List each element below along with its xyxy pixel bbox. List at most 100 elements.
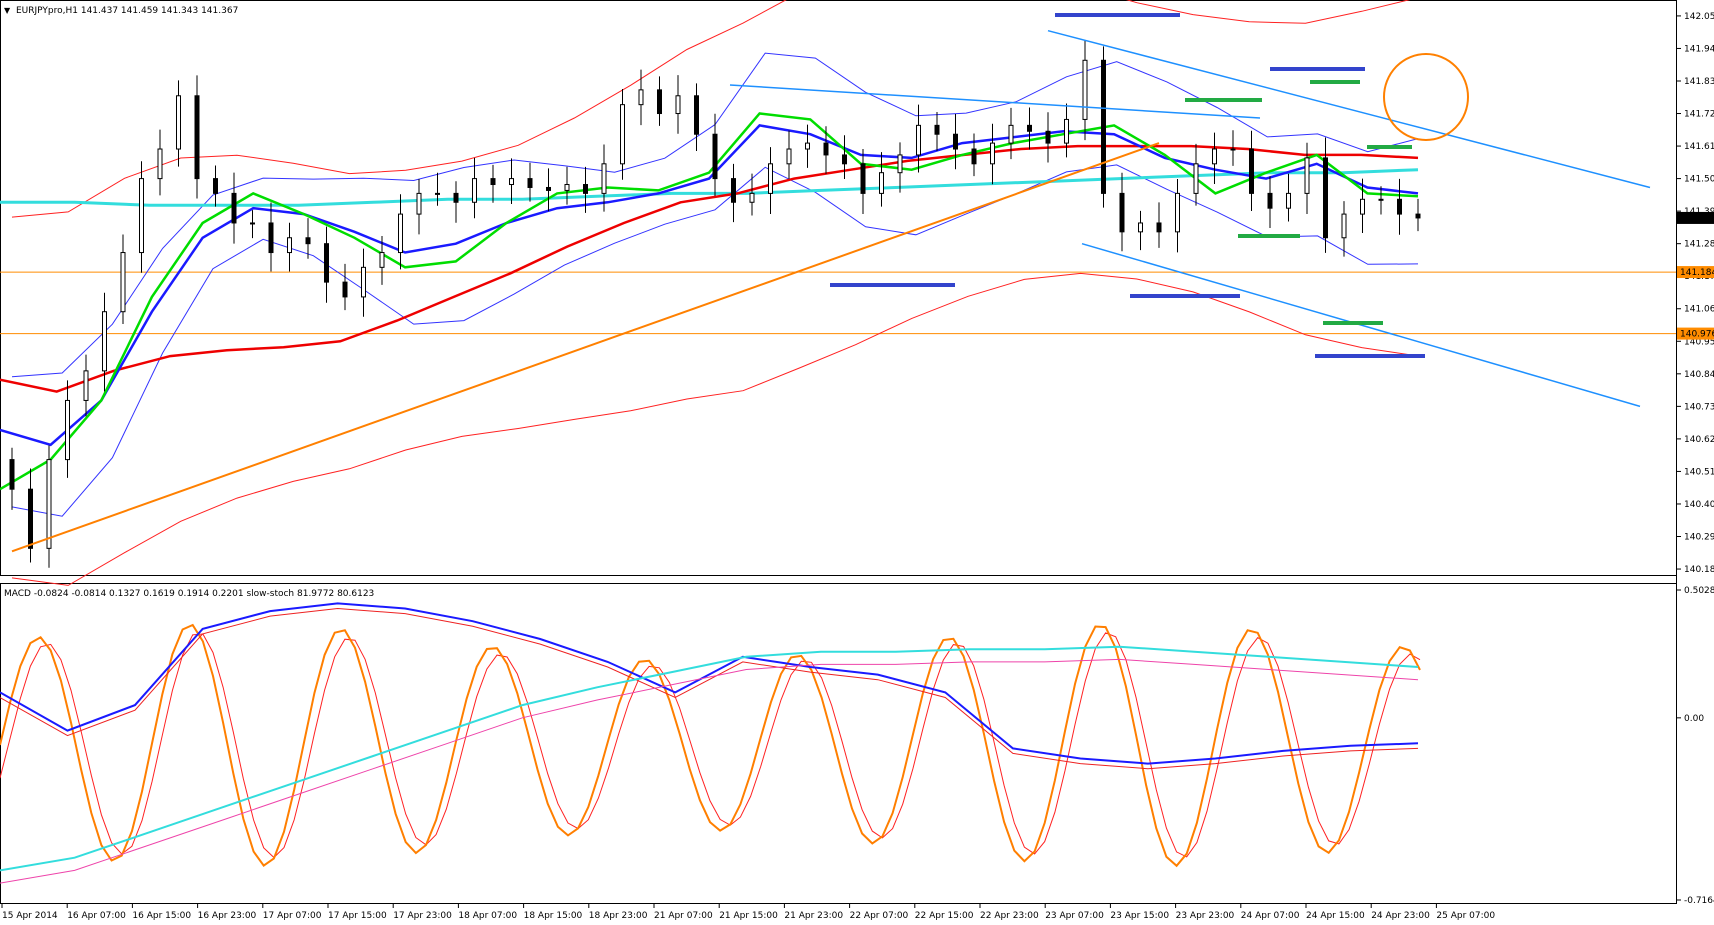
candle-body <box>934 124 940 135</box>
candle-body <box>897 154 903 174</box>
time-tick-label: 24 Apr 15:00 <box>1306 911 1365 921</box>
candle-body <box>9 459 15 490</box>
price-tick-label: 140.950 <box>1684 337 1714 347</box>
time-tick-label: 24 Apr 07:00 <box>1241 911 1300 921</box>
candle-body <box>416 192 422 215</box>
price-tick-label: 141.940 <box>1684 44 1714 54</box>
candle-body <box>657 89 662 115</box>
candle-body <box>1286 192 1291 209</box>
time-tick-label: 24 Apr 23:00 <box>1371 911 1430 921</box>
candle-body <box>1249 148 1254 194</box>
candle-body <box>361 266 366 298</box>
time-tick-label: 22 Apr 23:00 <box>980 911 1039 921</box>
candle-body <box>971 148 977 165</box>
candle-body <box>1119 192 1125 233</box>
price-tick-label: 141.060 <box>1684 305 1714 315</box>
candle-body <box>1193 163 1199 194</box>
trendline-orange <box>11 142 1160 553</box>
price-tick-label: 140.400 <box>1684 500 1714 510</box>
candle-body <box>324 243 329 283</box>
time-tick-label: 15 Apr 2014 <box>2 911 58 921</box>
candle-body <box>1064 118 1069 144</box>
candle-body <box>1397 198 1402 215</box>
price-tick-label: 140.620 <box>1684 435 1714 445</box>
candle-body <box>213 178 218 194</box>
candle-body <box>1008 124 1014 144</box>
candle-body <box>712 133 718 180</box>
candle-body <box>749 192 755 203</box>
candle-body <box>250 222 255 225</box>
time-tick-label: 18 Apr 15:00 <box>524 911 583 921</box>
candle-body <box>546 186 551 191</box>
time-tick-label: 17 Apr 23:00 <box>393 911 452 921</box>
candle-body <box>1360 198 1365 215</box>
price-tick-label: 141.830 <box>1684 77 1714 87</box>
level-label: 140.976 <box>1680 330 1714 340</box>
time-tick-label: 16 Apr 23:00 <box>198 911 257 921</box>
candle-body <box>842 154 847 165</box>
candle-body <box>453 192 459 203</box>
candle-body <box>823 142 829 156</box>
candle-body <box>1230 148 1236 151</box>
indicator-tick-label: 0.00 <box>1684 714 1704 724</box>
candle-body <box>694 95 699 135</box>
candle-body <box>1138 222 1143 233</box>
channel-upper-line <box>1047 29 1651 189</box>
candle-body <box>1304 157 1310 194</box>
candle-body <box>509 178 514 186</box>
candle-body <box>472 178 477 203</box>
candle-body <box>731 178 736 203</box>
symbol-info: EURJPYpro,H1 141.437 141.459 141.343 141… <box>16 6 238 16</box>
channel-lower-line <box>1081 242 1641 408</box>
stoch-main-line <box>0 623 1421 868</box>
time-tick-label: 17 Apr 07:00 <box>263 911 322 921</box>
level-label: 141.184 <box>1680 268 1714 278</box>
candle-body <box>768 163 773 194</box>
bollinger-outer-lower <box>11 272 1419 586</box>
price-tick-label: 140.290 <box>1684 533 1714 543</box>
candle-body <box>786 148 792 165</box>
candle-body <box>1175 192 1180 233</box>
time-tick-label: 23 Apr 23:00 <box>1176 911 1235 921</box>
candle-body <box>120 252 126 313</box>
candle-body <box>490 178 496 186</box>
candle-body <box>990 142 995 165</box>
candle-body <box>46 459 52 549</box>
candle-body <box>527 178 533 188</box>
bollinger-inner-lower <box>11 164 1419 517</box>
highlight-circle <box>1383 53 1469 141</box>
candle-body <box>157 148 163 180</box>
candle-body <box>1415 213 1421 219</box>
macd-info: MACD -0.0824 -0.0814 0.1327 0.1619 0.191… <box>4 589 374 599</box>
time-tick-label: 22 Apr 15:00 <box>915 911 974 921</box>
price-panel <box>0 0 1677 576</box>
time-tick-label: 16 Apr 07:00 <box>67 911 126 921</box>
macd-slow-line <box>0 658 1419 884</box>
candle-body <box>305 237 311 245</box>
candle-body <box>1267 192 1273 209</box>
indicator-panel <box>0 583 1677 904</box>
indicator-tick-label: 0.5028 <box>1684 586 1714 596</box>
candle-body <box>601 163 607 194</box>
symbol-info-icon: ▼ <box>4 6 11 15</box>
candle-body <box>342 281 348 298</box>
candle-body <box>1156 222 1162 233</box>
candle-body <box>435 192 440 195</box>
price-tick-label: 140.730 <box>1684 402 1714 412</box>
ma-fast-line <box>0 112 1419 491</box>
candle-body <box>879 172 884 194</box>
candle-body <box>1212 148 1217 165</box>
price-tick-label: 142.050 <box>1684 12 1714 22</box>
candle-body <box>638 89 644 106</box>
current-price-bg <box>1677 211 1714 224</box>
candle-body <box>379 252 385 268</box>
time-tick-label: 21 Apr 07:00 <box>654 911 713 921</box>
candle-body <box>1045 130 1051 144</box>
candle-body <box>860 163 866 194</box>
macd-average-line <box>0 645 1419 872</box>
macd-signal-line <box>0 607 1419 770</box>
candle-body <box>83 370 89 401</box>
price-tick-label: 140.180 <box>1684 565 1714 575</box>
time-tick-label: 18 Apr 07:00 <box>458 911 517 921</box>
